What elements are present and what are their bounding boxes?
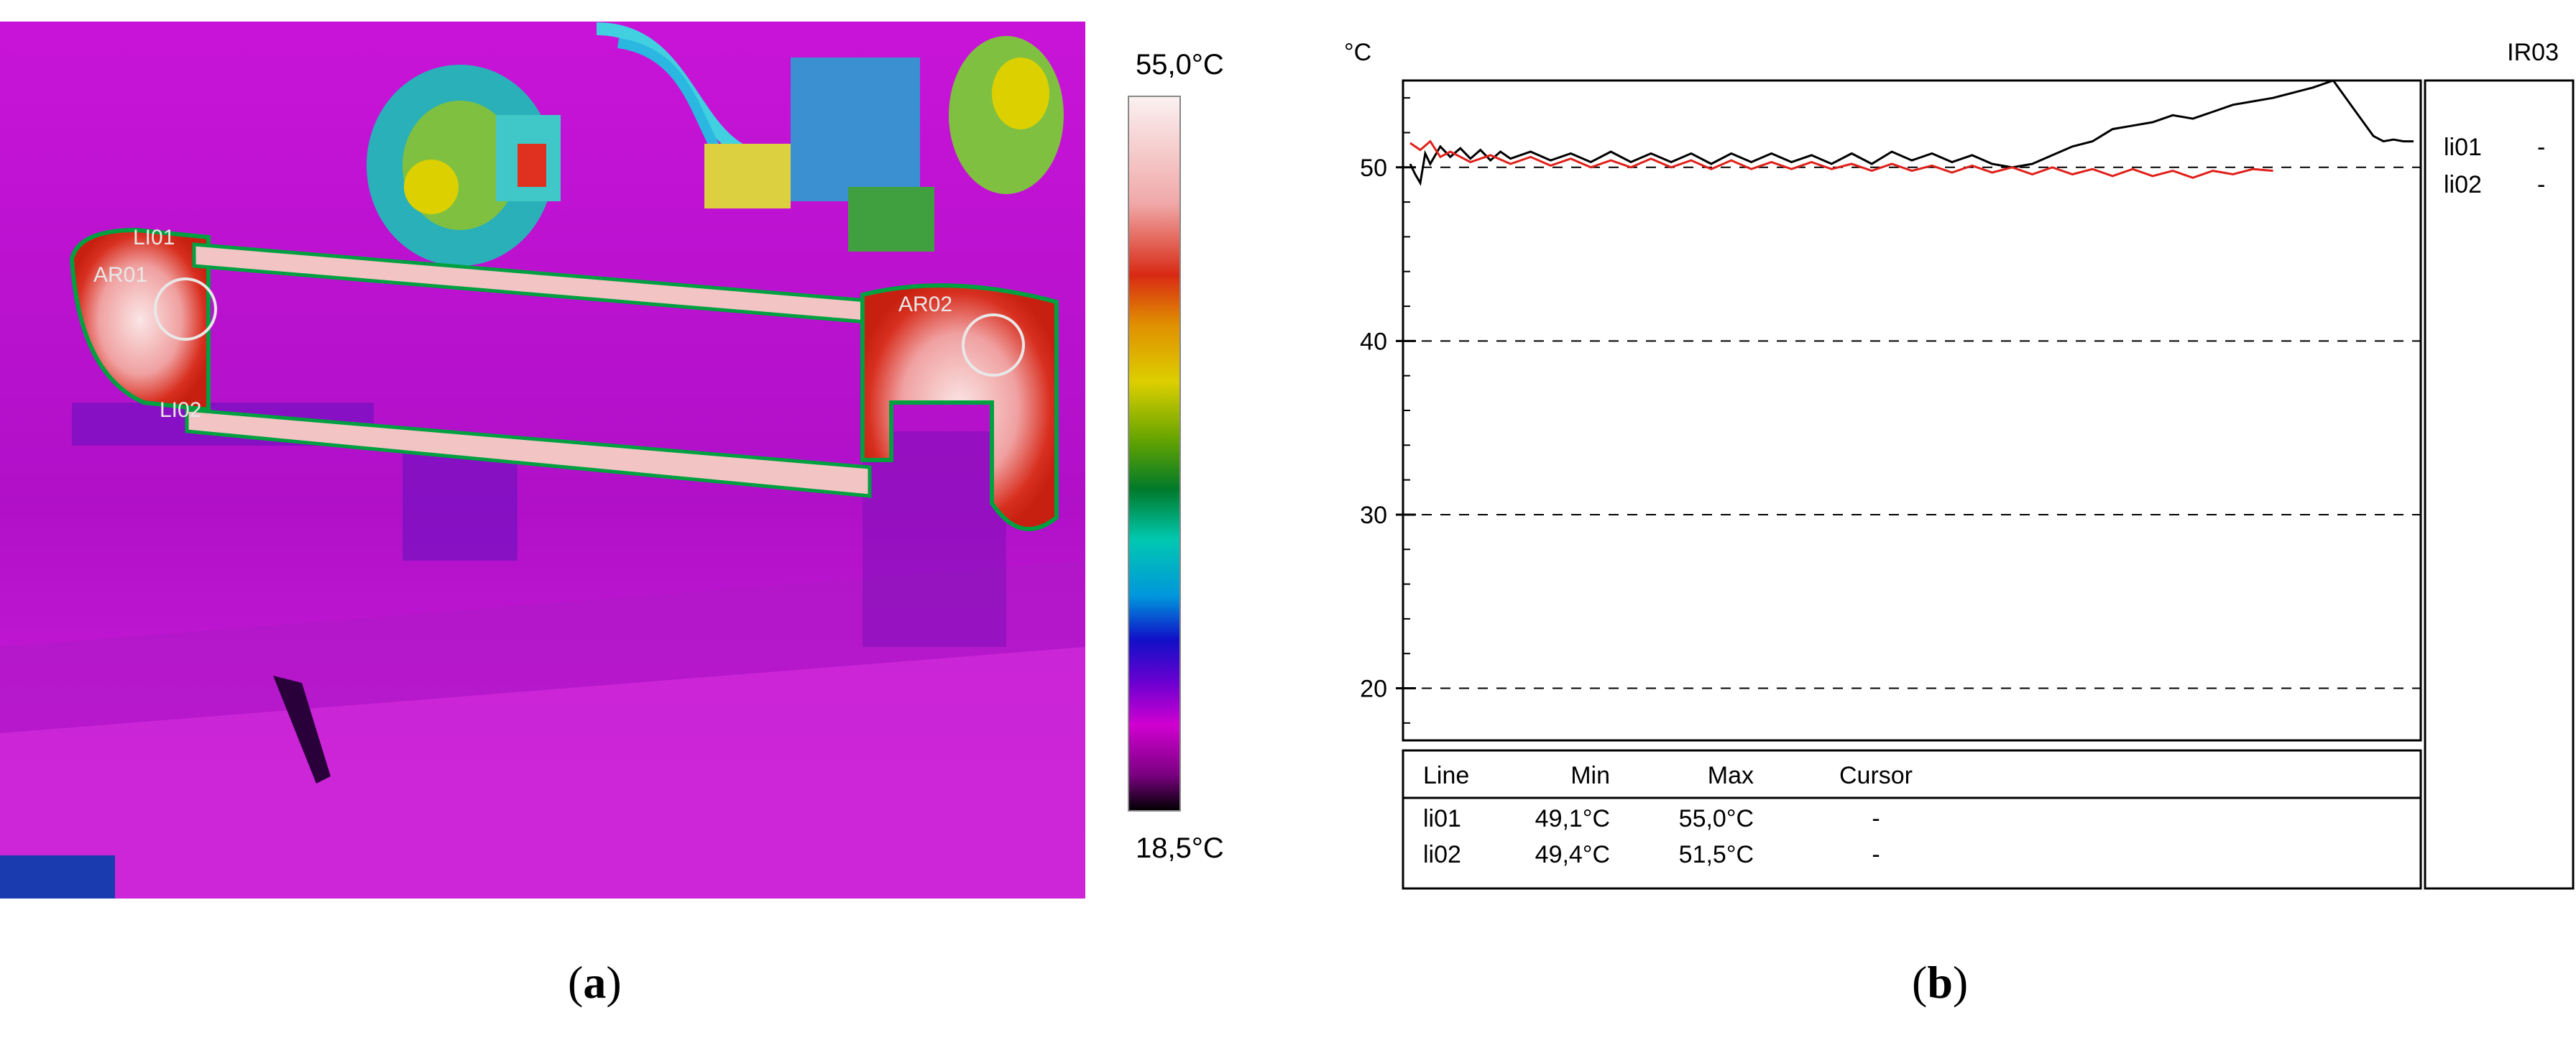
table-header-cell: Min [1570,762,1610,789]
table-cell: 51,5°C [1679,841,1754,868]
legend-marker-li01: - [2537,134,2545,161]
y-tick-label: 40 [1360,328,1387,355]
table-cell: li01 [1423,805,1461,832]
ar01-measure-circle [154,277,217,341]
li01-marker-label: LI01 [133,226,175,249]
ar01-marker-label: AR01 [93,263,147,287]
legend-label-li02: li02 [2444,171,2482,198]
scale-min-label: 18,5°C [1136,832,1224,864]
stats-table: Line Min Max Cursor li01 49,1°C 55,0°C - li02 49,… [1423,762,1913,868]
ar02-measure-circle [962,313,1025,377]
legend: li01 - li02 - [2444,134,2545,198]
table-cell: 55,0°C [1679,805,1754,832]
caption-b: (b) [1912,957,1969,1008]
legend-label-li01: li01 [2444,134,2482,161]
temperature-line-chart: °C IR03 20 30 40 50 li01 - li02 - Line Min Max Cu… [1344,39,2575,890]
li02-marker-label: LI02 [160,398,201,422]
y-tick-label: 20 [1360,676,1387,703]
table-cell: - [1872,841,1880,868]
table-cell: 49,4°C [1535,841,1610,868]
table-header-cell: Cursor [1839,762,1913,789]
y-tick-label: 30 [1360,502,1387,529]
table-cell: 49,1°C [1535,805,1610,832]
plot-frame [1402,79,2422,742]
tick-layer: 20 30 40 50 [1360,97,1416,724]
ar02-marker-label: AR02 [898,293,952,316]
table-header-cell: Max [1708,762,1754,789]
table-cell: li02 [1423,841,1461,868]
series-layer [1409,79,2414,186]
table-header-cell: Line [1423,762,1469,789]
series-line-li02 [1409,139,2273,179]
temperature-chart-panel: °C IR03 20 30 40 50 li01 - li02 - Line Min Max Cu… [1287,0,2576,1039]
thermal-image-panel: LI01 AR01 LI02 AR02 55,0°C 18,5°C [0,0,1236,1039]
temperature-color-scale [1128,96,1181,812]
caption-a: (a) [568,957,622,1008]
thermal-image-figure: LI01 AR01 LI02 AR02 [0,22,1181,899]
chart-title: IR03 [2507,39,2559,66]
y-axis-unit-label: °C [1344,39,1371,66]
legend-box [2424,79,2575,890]
hot-tool [69,227,1059,531]
grid-layer [1403,166,2421,689]
stats-table-frame [1402,749,2422,890]
legend-marker-li02: - [2537,171,2545,198]
y-tick-label: 50 [1360,155,1387,182]
series-line-li01 [1409,79,2414,186]
scale-max-label: 55,0°C [1136,49,1224,81]
table-cell: - [1872,805,1880,832]
